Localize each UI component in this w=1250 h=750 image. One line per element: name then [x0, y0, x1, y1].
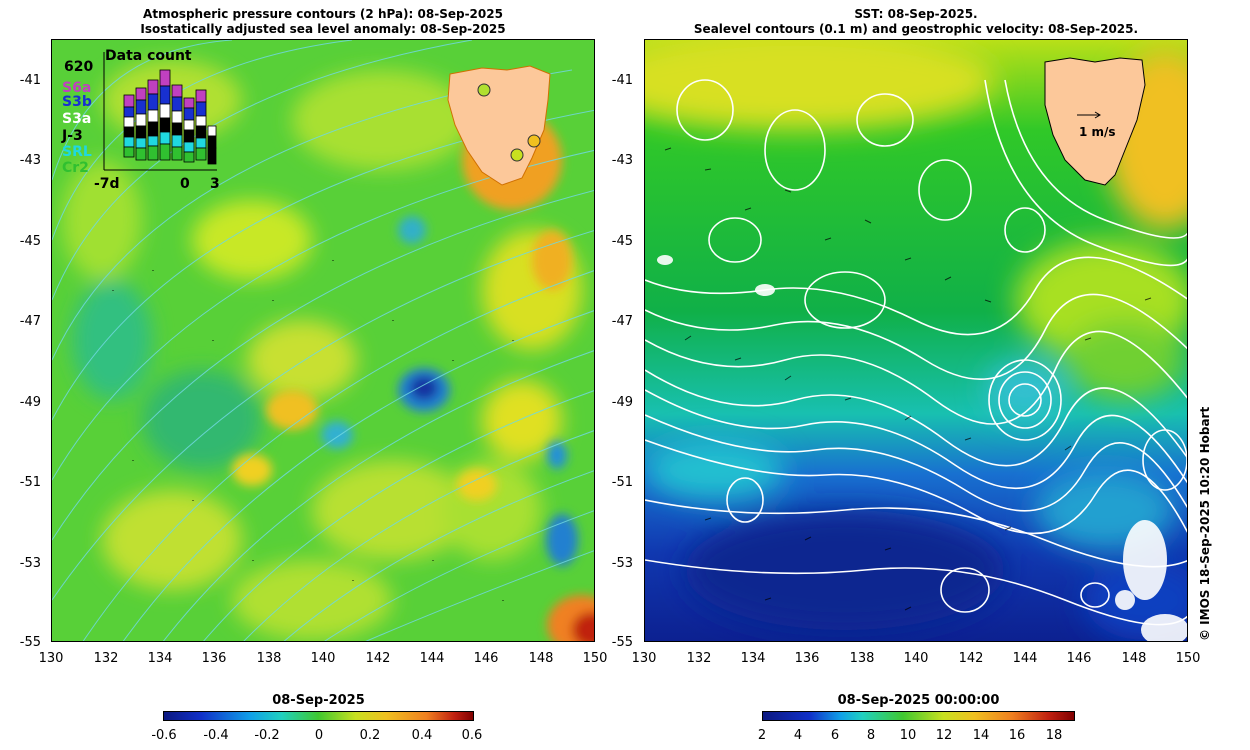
- left-lon-tick: 132: [93, 651, 119, 666]
- right-lon-tick: 144: [1012, 651, 1038, 666]
- data-count-max: 620: [64, 59, 94, 75]
- right-lon-tick: 150: [1175, 651, 1201, 666]
- right-lon-tick: 130: [631, 651, 657, 666]
- right-lat-tick: -43: [611, 153, 633, 168]
- sla-colorbar: [163, 711, 474, 721]
- left-lon-tick: 148: [528, 651, 554, 666]
- sst-colorbar-tick: 8: [866, 728, 876, 743]
- data-count-chart: [103, 52, 217, 171]
- left-lat-tick: -53: [19, 556, 41, 571]
- sla-colorbar-tick: 0.2: [359, 728, 381, 743]
- left-lon-tick: 140: [310, 651, 336, 666]
- sla-colorbar-tick: 0.4: [411, 728, 433, 743]
- right-lat-tick: -53: [611, 556, 633, 571]
- sla-colorbar-tick: -0.4: [203, 728, 229, 743]
- left-lat-tick: -43: [19, 153, 41, 168]
- right-lat-tick: -51: [611, 475, 633, 490]
- sst-colorbar-tick: 12: [935, 728, 953, 743]
- sla-colorbar-tick: -0.6: [151, 728, 177, 743]
- legend-sat-s6a: S6a: [62, 80, 92, 96]
- left-lat-tick: -55: [19, 635, 41, 650]
- sst-colorbar-tick: 6: [830, 728, 840, 743]
- sst-colorbar: [762, 711, 1075, 721]
- right-lon-tick: 136: [794, 651, 820, 666]
- sst-colorbar-title: 08-Sep-2025 00:00:00: [837, 693, 1000, 708]
- sst-map-graphic: [645, 40, 1187, 641]
- tasmania-land: [447, 65, 551, 186]
- legend-x-end: 3: [210, 176, 220, 192]
- sst-colorbar-tick: 18: [1045, 728, 1063, 743]
- left-lon-tick: 150: [582, 651, 608, 666]
- right-lon-tick: 148: [1121, 651, 1147, 666]
- right-lat-tick: -47: [611, 314, 633, 329]
- sla-colorbar-tick: -0.2: [254, 728, 280, 743]
- left-lon-tick: 134: [147, 651, 173, 666]
- left-lon-tick: 144: [419, 651, 445, 666]
- data-count-title: Data count: [105, 48, 192, 64]
- right-lon-tick: 140: [903, 651, 929, 666]
- sst-map[interactable]: 1 m/s: [644, 39, 1188, 642]
- left-title-line1: Atmospheric pressure contours (2 hPa): 0…: [143, 7, 503, 21]
- left-lat-tick: -51: [19, 475, 41, 490]
- right-lat-tick: -49: [611, 395, 633, 410]
- sla-map-graphic: [52, 40, 594, 641]
- right-lon-tick: 142: [958, 651, 984, 666]
- left-lat-tick: -41: [19, 73, 41, 88]
- right-lon-tick: 146: [1066, 651, 1092, 666]
- left-lon-tick: 146: [473, 651, 499, 666]
- sla-map[interactable]: Data count 620 S6a S3b S3a J-3 SRL Cr2 -…: [51, 39, 595, 642]
- right-lon-tick: 138: [849, 651, 875, 666]
- right-lat-tick: -41: [611, 73, 633, 88]
- imos-credit: © IMOS 18-Sep-2025 10:20 Hobart: [1198, 406, 1212, 641]
- legend-sat-srl: SRL: [62, 144, 92, 160]
- left-title-line2: Isostatically adjusted sea level anomaly…: [140, 22, 506, 36]
- legend-sat-j3: J-3: [62, 128, 83, 144]
- right-lat-tick: -45: [611, 234, 633, 249]
- left-lon-tick: 130: [38, 651, 64, 666]
- left-lat-tick: -45: [19, 234, 41, 249]
- sst-colorbar-tick: 4: [793, 728, 803, 743]
- left-lat-tick: -47: [19, 314, 41, 329]
- right-title-line2: Sealevel contours (0.1 m) and geostrophi…: [693, 22, 1139, 36]
- left-lon-tick: 142: [365, 651, 391, 666]
- velocity-scale-label: 1 m/s: [1079, 125, 1116, 139]
- right-lon-tick: 132: [686, 651, 712, 666]
- tasmania-land-sst: [1044, 57, 1146, 186]
- sla-colorbar-title: 08-Sep-2025: [272, 693, 365, 708]
- sst-colorbar-tick: 16: [1008, 728, 1026, 743]
- sst-colorbar-tick: 10: [899, 728, 917, 743]
- right-lon-tick: 134: [740, 651, 766, 666]
- sst-colorbar-tick: 14: [972, 728, 990, 743]
- left-lon-tick: 136: [201, 651, 227, 666]
- sst-colorbar-tick: 2: [757, 728, 767, 743]
- left-lon-tick: 138: [256, 651, 282, 666]
- legend-sat-s3a: S3a: [62, 111, 92, 127]
- legend-sat-s3b: S3b: [62, 94, 92, 110]
- sla-colorbar-tick: 0: [314, 728, 324, 743]
- left-lat-tick: -49: [19, 395, 41, 410]
- sla-colorbar-tick: 0.6: [461, 728, 483, 743]
- legend-sat-cr2: Cr2: [62, 160, 89, 176]
- right-lat-tick: -55: [611, 635, 633, 650]
- right-title-line1: SST: 08-Sep-2025.: [854, 7, 978, 21]
- legend-x-start: -7d: [94, 176, 120, 192]
- legend-x-zero: 0: [180, 176, 190, 192]
